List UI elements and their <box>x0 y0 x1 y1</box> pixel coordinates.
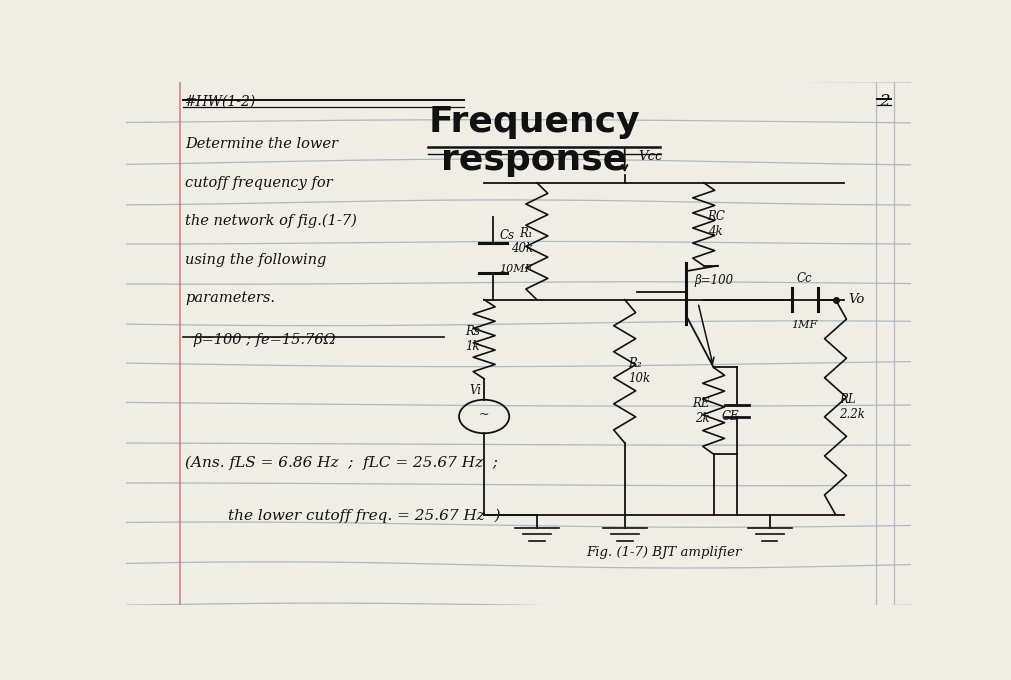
Text: #HW(1-2): #HW(1-2) <box>185 95 257 109</box>
Text: R₂
10k: R₂ 10k <box>628 357 650 386</box>
Text: RE
2k: RE 2k <box>692 397 709 425</box>
Text: β=100: β=100 <box>694 274 732 287</box>
Text: Vi: Vi <box>468 384 480 397</box>
Text: using the following: using the following <box>185 254 327 267</box>
Text: Vcc: Vcc <box>638 150 662 163</box>
Text: Fig. (1-7) BJT amplifier: Fig. (1-7) BJT amplifier <box>586 546 741 559</box>
Text: Rs
1k: Rs 1k <box>465 325 480 353</box>
Text: the lower cutoff freq. = 25.67 Hz  ): the lower cutoff freq. = 25.67 Hz ) <box>228 509 500 523</box>
Text: 2: 2 <box>879 93 889 110</box>
Text: Determine the lower: Determine the lower <box>185 137 338 150</box>
Text: Cs: Cs <box>498 229 514 243</box>
Text: RC
4k: RC 4k <box>707 210 725 238</box>
Text: CE: CE <box>721 409 738 422</box>
Text: ~: ~ <box>478 408 489 421</box>
Text: Vo: Vo <box>848 293 864 306</box>
Text: (Ans. fLS = 6.86 Hz  ;  fLC = 25.67 Hz  ;: (Ans. fLS = 6.86 Hz ; fLC = 25.67 Hz ; <box>185 456 497 471</box>
Text: β=100 ; fe=15.76Ω: β=100 ; fe=15.76Ω <box>193 333 336 347</box>
Text: cutoff frequency for: cutoff frequency for <box>185 176 333 190</box>
Text: Cc: Cc <box>797 272 812 285</box>
Text: RL
2.2k: RL 2.2k <box>838 393 864 421</box>
Text: parameters.: parameters. <box>185 291 275 305</box>
Text: the network of fig.(1-7): the network of fig.(1-7) <box>185 214 357 228</box>
Text: R₁
40k: R₁ 40k <box>511 227 533 255</box>
Text: Frequency
response: Frequency response <box>428 105 640 177</box>
Text: 10MF: 10MF <box>498 264 532 273</box>
Text: 1MF: 1MF <box>791 320 817 330</box>
